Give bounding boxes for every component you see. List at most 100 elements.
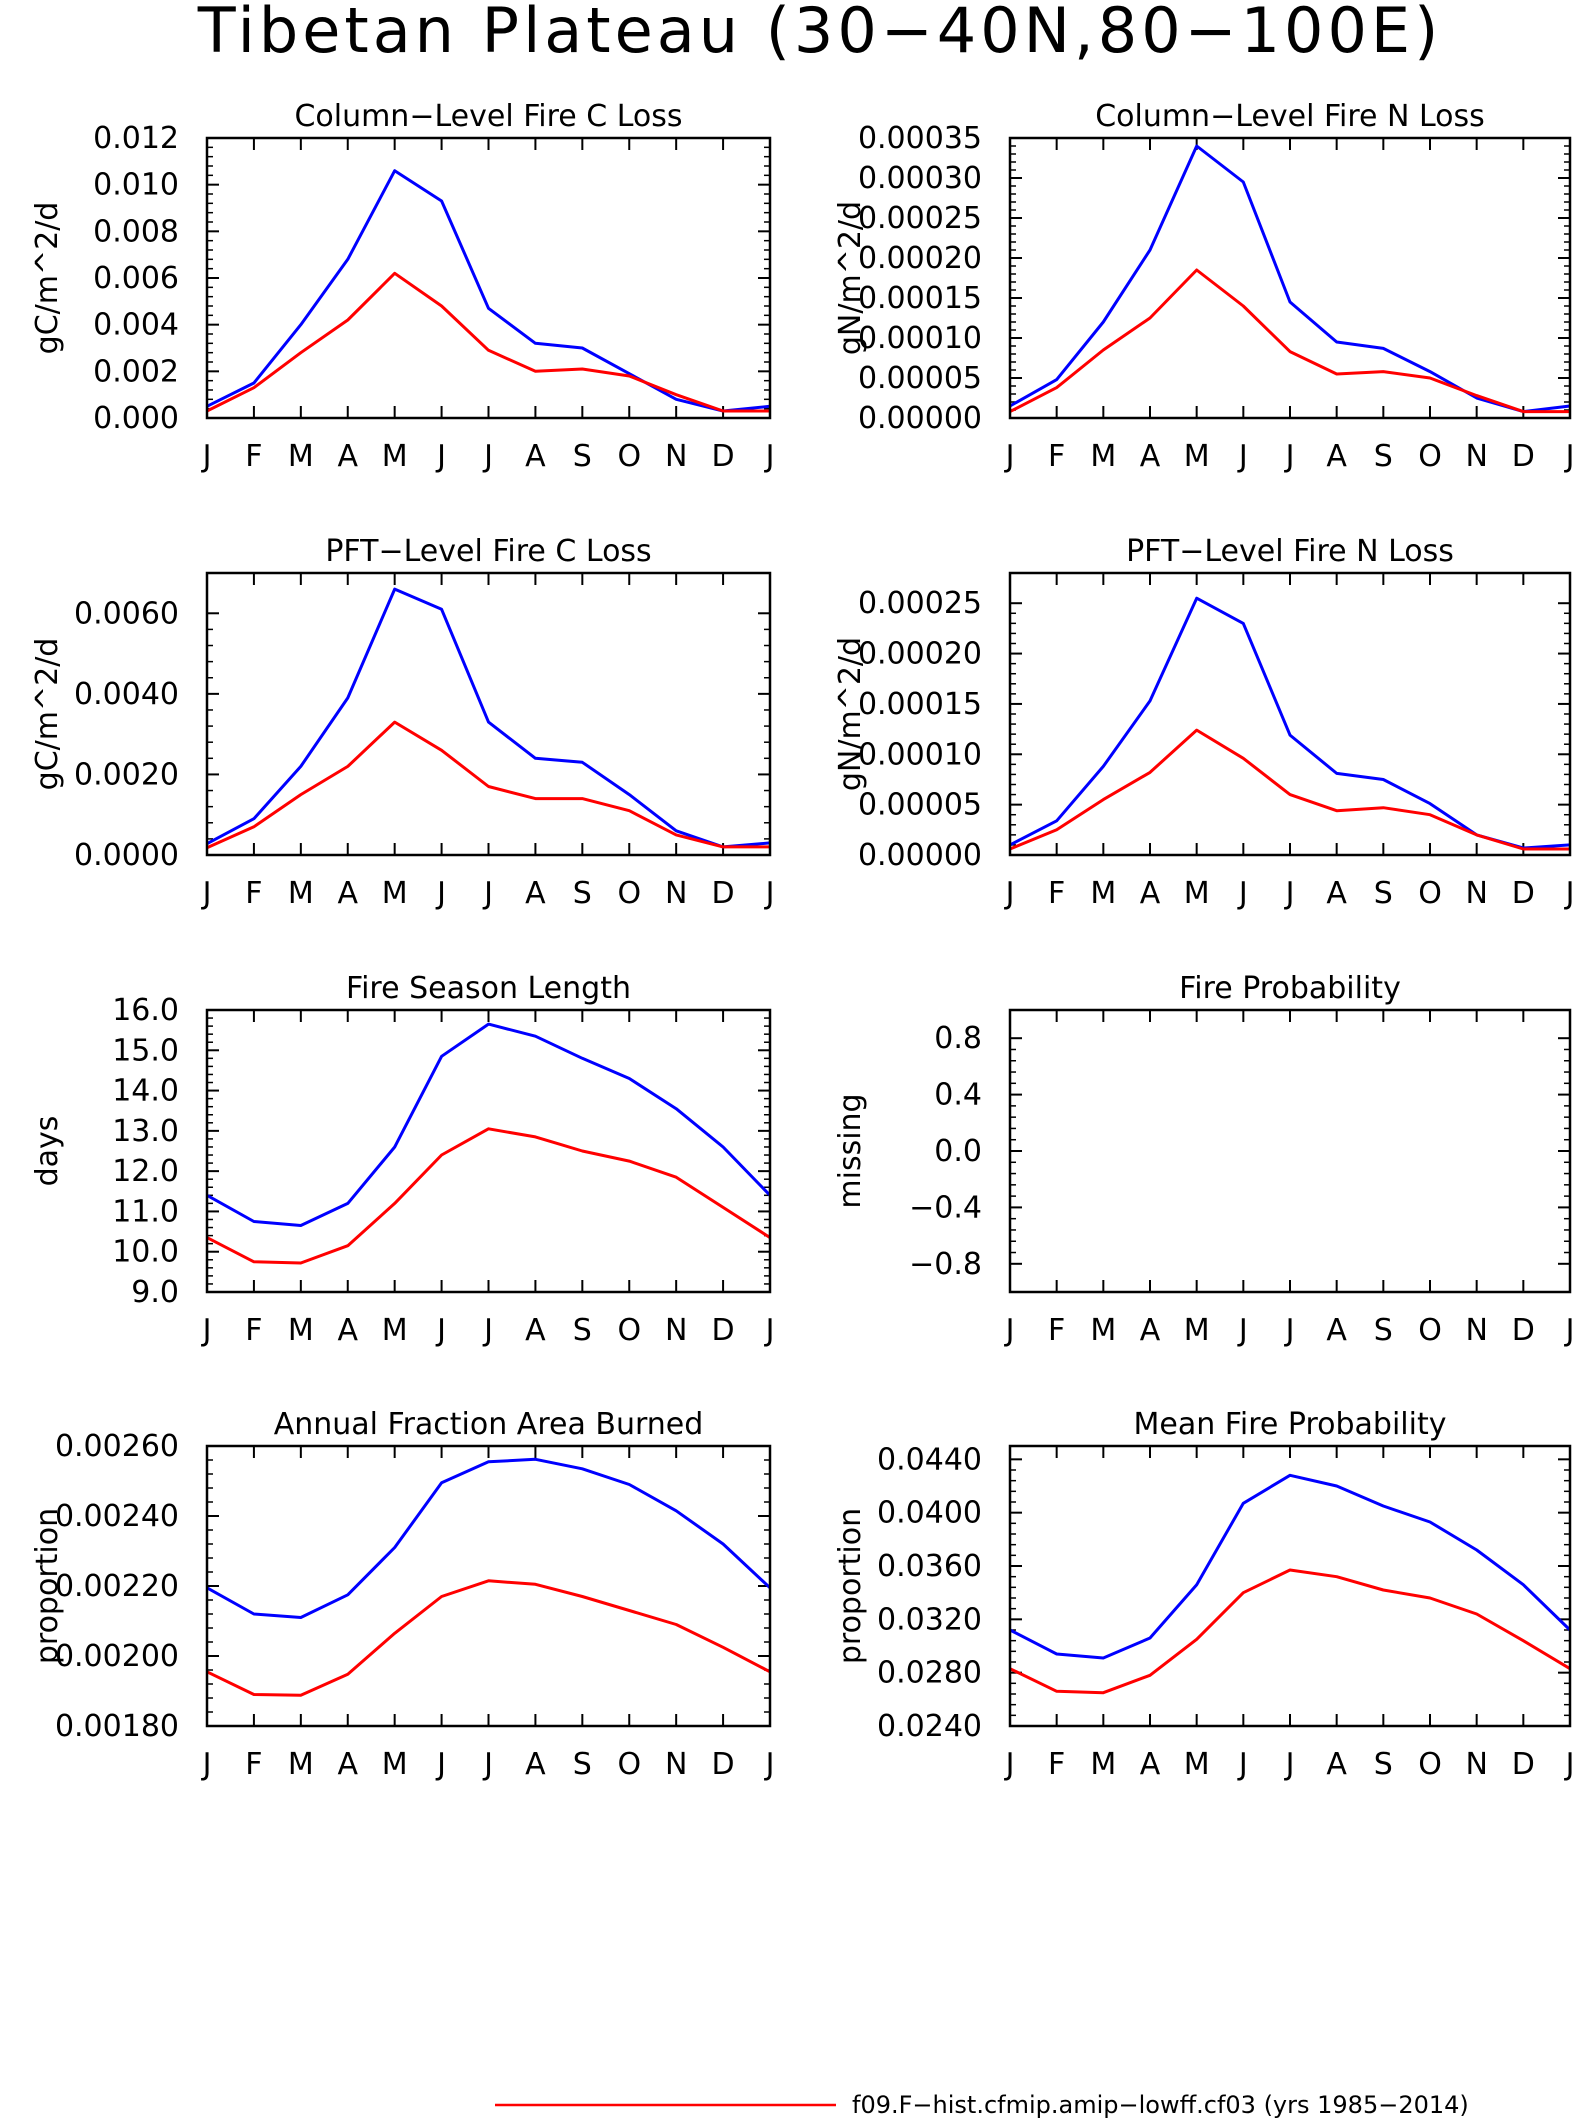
- x-tick-label: J: [1284, 1747, 1295, 1782]
- x-tick-label: S: [573, 876, 592, 911]
- x-tick-label: J: [1237, 439, 1248, 474]
- x-tick-label: J: [1004, 439, 1015, 474]
- y-tick-label: 0.8: [934, 1021, 982, 1056]
- x-tick-label: A: [1326, 1747, 1347, 1782]
- y-tick-label: 0.00035: [858, 121, 982, 156]
- x-tick-label: M: [288, 1313, 314, 1348]
- x-tick-label: J: [764, 1313, 775, 1348]
- x-tick-label: S: [573, 1313, 592, 1348]
- chart-panel: PFT−Level Fire N Loss gN/m^2/d 0.00000 0.00…: [833, 534, 1574, 911]
- y-tick-label: 12.0: [112, 1154, 179, 1189]
- y-tick-label: 0.00240: [55, 1499, 179, 1534]
- chart-panel: Column−Level Fire C Loss gC/m^2/d 0.000 0.0…: [30, 99, 774, 474]
- x-tick-label: D: [1512, 439, 1535, 474]
- plot-frame: [1008, 1444, 1572, 1728]
- y-tick-label: 9.0: [131, 1275, 179, 1310]
- x-tick-label: O: [617, 876, 641, 911]
- series-line: [1009, 1568, 1571, 1695]
- chart-panel: Fire Probability missing −0.8 −0.4 0.0 0.4 0.8…: [833, 971, 1574, 1348]
- y-tick-label: 15.0: [112, 1033, 179, 1068]
- series-line: [1009, 268, 1570, 414]
- x-tick-label: N: [1465, 439, 1487, 474]
- x-tick-label: M: [1184, 439, 1210, 474]
- x-tick-label: S: [1374, 1313, 1393, 1348]
- figure-title: Tibetan Plateau (30−40N,80−100E): [197, 0, 1443, 67]
- x-tick-label: J: [201, 1747, 212, 1782]
- x-tick-label: J: [1564, 876, 1575, 911]
- y-tick-label: 0.00015: [858, 687, 982, 722]
- y-tick-label: 0.00025: [858, 201, 982, 236]
- y-axis-label: gN/m^2/d: [833, 637, 868, 791]
- plot-frame: [205, 1444, 772, 1728]
- x-tick-label: D: [712, 876, 735, 911]
- panel-title: Mean Fire Probability: [1134, 1407, 1447, 1442]
- x-tick-label: J: [1284, 876, 1295, 911]
- y-tick-label: 0.00025: [858, 586, 982, 621]
- y-tick-label: 0.000: [93, 401, 179, 436]
- x-tick-label: A: [1326, 1313, 1347, 1348]
- y-tick-label: 0.012: [93, 121, 179, 156]
- x-tick-label: A: [1140, 439, 1161, 474]
- y-tick-label: 0.00020: [858, 637, 982, 672]
- x-tick-label: A: [337, 876, 358, 911]
- x-tick-label: J: [1284, 439, 1295, 474]
- x-tick-label: J: [435, 1747, 446, 1782]
- x-tick-label: M: [382, 439, 408, 474]
- x-tick-label: F: [1048, 876, 1065, 911]
- y-axis-label: proportion: [30, 1508, 65, 1664]
- y-tick-label: 0.008: [93, 214, 179, 249]
- y-tick-label: 0.0360: [877, 1549, 982, 1584]
- chart-panel: PFT−Level Fire C Loss gC/m^2/d 0.0000 0.002…: [30, 534, 774, 911]
- series-line: [206, 720, 770, 850]
- x-tick-label: O: [617, 439, 641, 474]
- x-tick-label: J: [1284, 1313, 1295, 1348]
- x-tick-label: O: [1418, 1747, 1442, 1782]
- y-tick-label: 0.00020: [858, 241, 982, 276]
- x-tick-label: M: [1184, 1747, 1210, 1782]
- series-line: [1009, 728, 1570, 851]
- y-tick-label: 0.0000: [74, 838, 179, 873]
- x-tick-label: F: [245, 876, 262, 911]
- x-tick-label: D: [712, 439, 735, 474]
- x-tick-label: J: [201, 876, 212, 911]
- x-tick-label: D: [1512, 1313, 1535, 1348]
- x-tick-label: J: [482, 876, 493, 911]
- x-tick-label: A: [1140, 1313, 1161, 1348]
- y-tick-label: 0.00030: [858, 161, 982, 196]
- x-tick-label: M: [382, 1313, 408, 1348]
- y-tick-label: 0.0040: [74, 677, 179, 712]
- y-tick-label: 0.00010: [858, 737, 982, 772]
- x-tick-label: M: [288, 1747, 314, 1782]
- panel-title: PFT−Level Fire N Loss: [1126, 534, 1454, 569]
- x-tick-label: M: [288, 876, 314, 911]
- x-tick-label: S: [1374, 1747, 1393, 1782]
- chart-panel: Annual Fraction Area Burnedproportion0.0…: [30, 1407, 774, 1782]
- x-tick-label: O: [617, 1313, 641, 1348]
- panels: Column−Level Fire C Loss gC/m^2/d 0.000 0.0…: [30, 99, 1574, 1782]
- x-tick-label: J: [764, 439, 775, 474]
- x-tick-label: O: [1418, 439, 1442, 474]
- panel-title: PFT−Level Fire C Loss: [325, 534, 651, 569]
- legend-label: f09.F−hist.cfmip.amip−lowff.cf03 (yrs 19…: [852, 2091, 1469, 2118]
- series-line: [206, 169, 771, 413]
- y-tick-label: 14.0: [112, 1074, 179, 1109]
- panel-title: Column−Level Fire N Loss: [1095, 99, 1485, 134]
- chart-panel: Fire Season Length days 9.0 10.0 11.0 12.0 13.…: [30, 971, 774, 1348]
- x-tick-label: M: [1090, 439, 1116, 474]
- x-tick-label: A: [525, 1313, 546, 1348]
- x-tick-label: N: [1465, 1747, 1487, 1782]
- x-tick-label: J: [435, 439, 446, 474]
- y-tick-label: 0.00220: [55, 1569, 179, 1604]
- y-tick-label: 11.0: [112, 1194, 179, 1229]
- y-axis-label: days: [30, 1116, 65, 1187]
- y-tick-label: −0.8: [909, 1247, 982, 1282]
- x-tick-label: J: [482, 1747, 493, 1782]
- x-tick-label: A: [1326, 876, 1347, 911]
- y-tick-label: 0.00000: [858, 401, 982, 436]
- x-tick-label: J: [435, 1313, 446, 1348]
- x-tick-label: M: [1184, 1313, 1210, 1348]
- x-tick-label: M: [1090, 876, 1116, 911]
- x-tick-label: J: [1237, 1313, 1248, 1348]
- chart-panel: Mean Fire Probability proportion 0.0240 0.0…: [833, 1407, 1574, 1782]
